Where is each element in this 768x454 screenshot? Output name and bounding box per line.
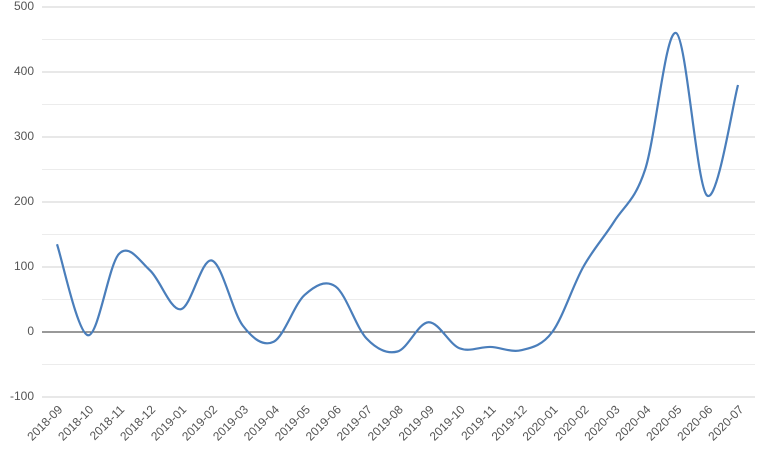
y-tick-label: 400 (14, 64, 34, 78)
y-tick-label: 200 (14, 194, 34, 208)
x-tick-label: 2020-07 (705, 402, 746, 443)
y-tick-label: 0 (27, 324, 34, 338)
y-tick-label: -100 (10, 389, 34, 403)
data-line (55, 31, 740, 354)
y-tick-label: 300 (14, 129, 34, 143)
y-tick-label: 500 (14, 0, 34, 13)
y-tick-label: 100 (14, 259, 34, 273)
